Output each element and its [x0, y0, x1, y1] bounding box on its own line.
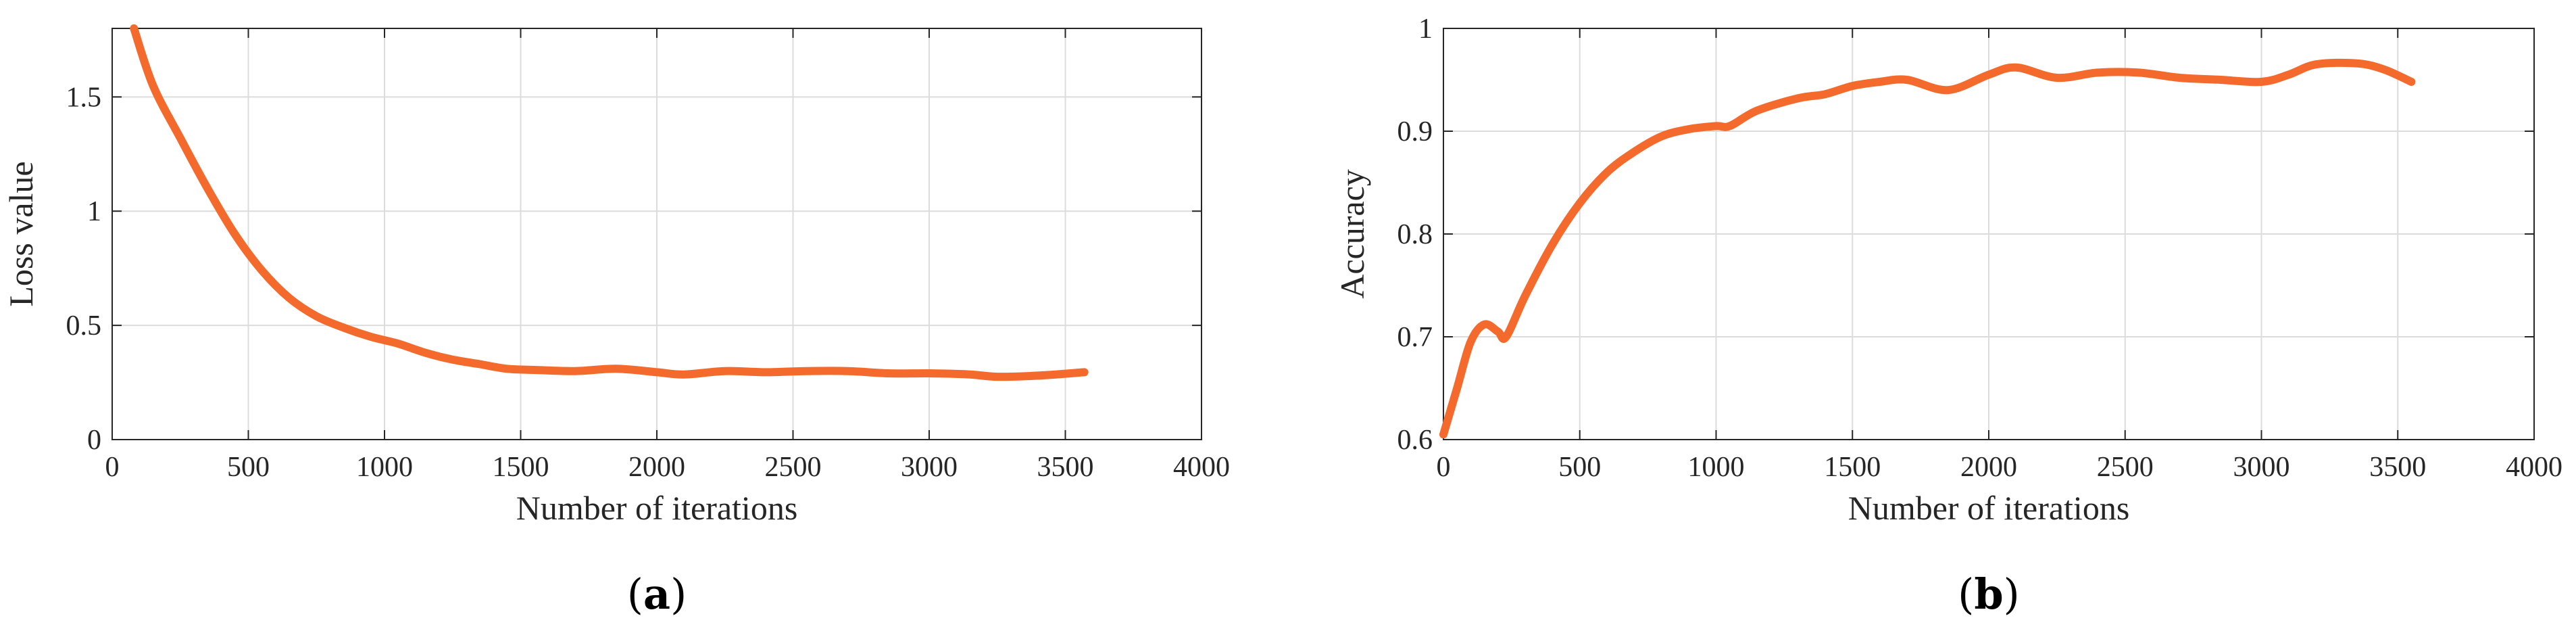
loss-y-tick-label: 0.5 [66, 310, 102, 342]
loss-chart-panel-label: (a) [627, 569, 687, 619]
loss-x-tick-label: 4000 [1173, 452, 1230, 483]
accuracy-chart-panel-letter: b [1974, 569, 2003, 619]
accuracy-x-tick-label: 3000 [2233, 452, 2290, 483]
accuracy-x-tick-label: 1000 [1688, 452, 1745, 483]
loss-chart-x-axis-label: Number of iterations [516, 489, 798, 527]
loss-chart-y-axis-label: Loss value [2, 161, 40, 306]
accuracy-x-tick-label: 2000 [1960, 452, 2017, 483]
loss-y-tick-label: 1.5 [66, 82, 102, 113]
loss-x-tick-label: 3000 [901, 452, 958, 483]
loss-y-tick-label: 1 [87, 196, 101, 227]
accuracy-x-tick-label: 0 [1437, 452, 1451, 483]
loss-x-tick-label: 0 [105, 452, 120, 483]
accuracy-x-tick-label: 3500 [2369, 452, 2426, 483]
accuracy-y-tick-label: 0.7 [1397, 322, 1433, 353]
accuracy-chart-x-axis-label: Number of iterations [1848, 489, 2130, 527]
accuracy-y-tick-label: 0.9 [1397, 116, 1433, 147]
loss-series-line [130, 24, 1089, 381]
accuracy-series-line [1439, 58, 2416, 439]
loss-x-tick-label: 1000 [356, 452, 413, 483]
loss-x-tick-label: 3500 [1037, 452, 1094, 483]
accuracy-y-tick-label: 0.6 [1397, 425, 1433, 456]
loss-x-tick-label: 2000 [628, 452, 685, 483]
loss-chart-y-ticks: 0 0.5 1 1.5 [66, 82, 1202, 456]
accuracy-y-tick-label: 0.8 [1397, 219, 1433, 250]
accuracy-x-tick-label: 4000 [2506, 452, 2562, 483]
loss-x-tick-label: 500 [227, 452, 270, 483]
accuracy-chart-grid [1443, 28, 2535, 440]
accuracy-chart-y-axis-label: Accuracy [1333, 169, 1371, 299]
accuracy-x-tick-label: 500 [1558, 452, 1601, 483]
loss-x-tick-label: 1500 [493, 452, 549, 483]
accuracy-chart-x-ticks: 0 500 1000 1500 2000 2500 3000 3500 4000 [1437, 28, 2562, 483]
accuracy-chart-y-ticks: 0.6 0.7 0.8 0.9 1 [1397, 14, 2534, 456]
loss-chart: 0 500 1000 1500 2000 2500 3000 3500 4000 0 0.5 1 1.… [2, 24, 1230, 619]
loss-chart-panel-letter: a [643, 569, 670, 619]
accuracy-chart: 0 500 1000 1500 2000 2500 3000 3500 4000 0.60.70… [1333, 14, 2562, 619]
loss-y-tick-label: 0 [87, 425, 101, 456]
loss-chart-x-ticks: 0 500 1000 1500 2000 2500 3000 3500 4000 [105, 28, 1230, 483]
accuracy-x-tick-label: 1500 [1824, 452, 1881, 483]
accuracy-x-tick-label: 2500 [2097, 452, 2154, 483]
accuracy-y-tick-label: 1 [1418, 14, 1433, 45]
loss-x-tick-label: 2500 [765, 452, 822, 483]
accuracy-chart-panel-label: (b) [1958, 569, 2020, 619]
